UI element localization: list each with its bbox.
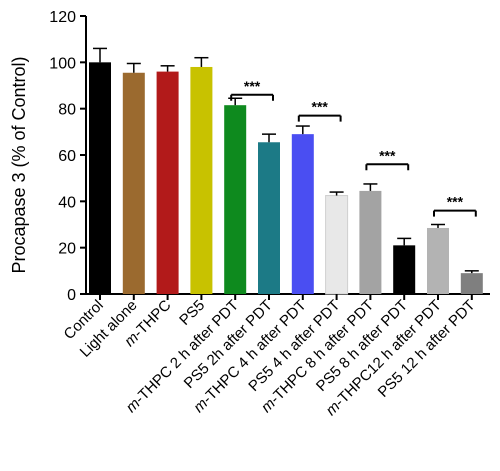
significance-label: *** <box>312 99 329 115</box>
significance-label: *** <box>244 78 261 94</box>
bar <box>190 66 213 294</box>
chart-error-bars <box>93 47 479 274</box>
chart-bars <box>89 62 483 300</box>
bar <box>359 190 382 294</box>
y-tick-label: 40 <box>58 194 76 211</box>
chart-significance-brackets: *** *** *** *** <box>230 78 477 217</box>
y-tick-label: 120 <box>49 9 76 26</box>
bar <box>89 62 111 295</box>
y-tick-label: 0 <box>67 287 76 304</box>
y-tick-label: 20 <box>58 241 76 258</box>
bar <box>460 273 483 294</box>
significance-label: *** <box>379 147 396 163</box>
bar <box>325 195 349 295</box>
y-tick-label: 100 <box>49 55 76 72</box>
bar <box>156 71 179 294</box>
significance-label: *** <box>447 194 464 210</box>
chart-axes: 0 20 40 60 80 100 120 <box>49 9 490 304</box>
bar <box>427 227 449 294</box>
bar <box>122 72 145 294</box>
y-tick-label: 60 <box>58 148 76 165</box>
bar <box>258 142 280 294</box>
bar <box>393 245 416 294</box>
bar <box>291 134 314 294</box>
bar <box>224 105 247 294</box>
y-tick-label: 80 <box>58 102 76 119</box>
y-axis-title: Procapase 3 (% of Control) <box>9 56 29 273</box>
